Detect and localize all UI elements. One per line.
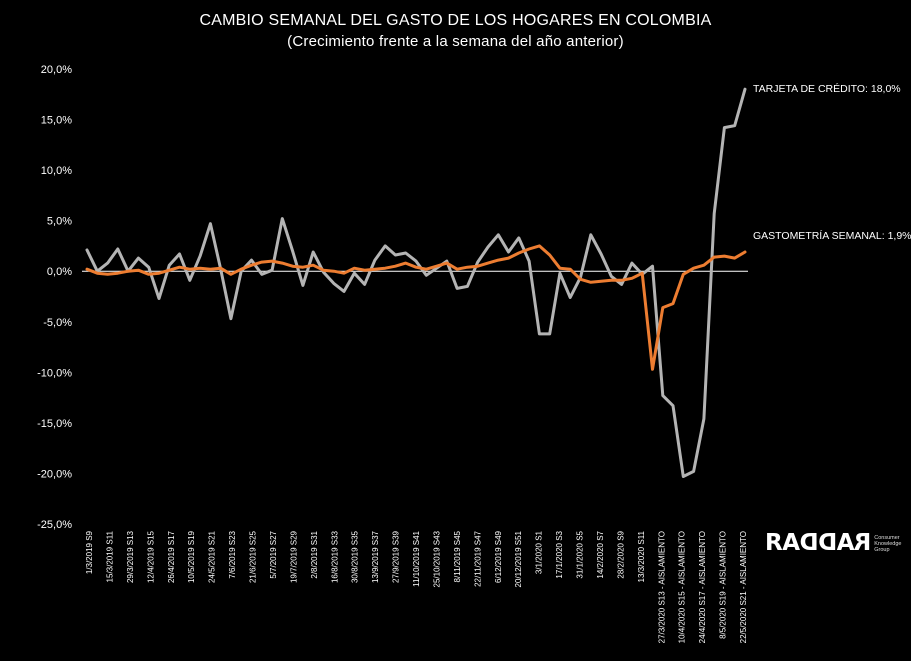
chart-subtitle: (Crecimiento frente a la semana del año … <box>287 33 624 50</box>
x-tick-label: 12/4/2019 S15 <box>146 530 155 583</box>
series-labels: TARJETA DE CRÉDITO: 18,0% GASTOMETRÍA SEM… <box>753 82 911 242</box>
plot-area <box>82 87 748 478</box>
x-tick-label: 5/7/2019 S27 <box>269 530 278 578</box>
x-tick-label: 27/3/2020 S13 - AISLAMIENTO <box>657 531 666 643</box>
x-tick-label: 27/9/2019 S39 <box>392 530 401 583</box>
y-tick-label: -25,0% <box>37 519 72 531</box>
x-tick-label: 31/1/2020 S5 <box>576 530 585 578</box>
series-label-tarjeta: TARJETA DE CRÉDITO: 18,0% <box>753 82 901 95</box>
logo-wordmark: RADDAR <box>765 530 872 556</box>
x-tick-label: 10/4/2020 S15 - AISLAMIENTO <box>678 531 687 643</box>
series-label-gastometria: GASTOMETRÍA SEMANAL: 1,9% <box>753 229 911 242</box>
x-tick-label: 7/6/2019 S23 <box>228 530 237 578</box>
y-tick-label: -10,0% <box>37 367 72 379</box>
logo-tagline: Consumer Knowledge Group <box>874 534 902 553</box>
x-tick-label: 24/4/2020 S17 - AISLAMIENTO <box>698 531 707 643</box>
x-tick-label: 19/7/2019 S29 <box>289 530 298 583</box>
x-tick-label: 20/12/2019 S51 <box>514 530 523 587</box>
x-tick-label: 2/8/2019 S31 <box>310 530 319 578</box>
y-tick-label: 20,0% <box>41 64 72 76</box>
x-tick-label: 13/9/2019 S37 <box>371 530 380 583</box>
x-tick-label: 11/10/2019 S41 <box>412 530 421 586</box>
y-tick-label: 15,0% <box>41 115 72 127</box>
x-tick-label: 22/11/2019 S47 <box>473 530 482 586</box>
y-axis: 20,0% 15,0% 10,0% 5,0% 0,0% -5,0% -10,0% -15,0%… <box>37 64 72 531</box>
x-tick-label: 26/4/2019 S17 <box>167 530 176 583</box>
y-tick-label: 0,0% <box>47 266 72 278</box>
series-line-tarjeta-de-credito <box>85 87 747 478</box>
x-tick-label: 24/5/2019 S21 <box>208 530 217 583</box>
raddar-logo: RADDAR Consumer Knowledge Group <box>765 530 902 556</box>
x-tick-label: 10/5/2019 S19 <box>187 530 196 583</box>
x-tick-label: 3/1/2020 S1 <box>535 530 544 574</box>
y-tick-label: -20,0% <box>37 468 72 480</box>
x-tick-label: 14/2/2020 S7 <box>596 530 605 578</box>
x-tick-label: 16/8/2019 S33 <box>330 530 339 583</box>
x-tick-label: 6/12/2019 S49 <box>494 530 503 583</box>
y-tick-label: 10,0% <box>41 165 72 177</box>
x-tick-label: 8/5/2020 S19 - AISLAMIENTO <box>719 531 728 639</box>
x-tick-label: 29/3/2019 S13 <box>126 530 135 583</box>
x-tick-label: 17/1/2020 S3 <box>555 530 564 578</box>
x-axis: 1/3/2019 S9 15/3/2019 S11 29/3/2019 S13 12/… <box>85 530 748 643</box>
y-tick-label: 5,0% <box>47 216 72 228</box>
x-tick-label: 8/11/2019 S45 <box>453 530 462 582</box>
x-tick-label: 28/2/2020 S9 <box>616 530 625 578</box>
series-line-gastometria-semanal <box>85 244 747 371</box>
chart-title: CAMBIO SEMANAL DEL GASTO DE LOS HOGARES … <box>199 12 712 29</box>
x-tick-label: 30/8/2019 S35 <box>351 530 360 583</box>
x-tick-label: 22/5/2020 S21 - AISLAMIENTO <box>739 531 748 643</box>
x-tick-label: 1/3/2019 S9 <box>85 530 94 574</box>
x-tick-label: 13/3/2020 S11 <box>637 530 646 582</box>
x-tick-label: 15/3/2019 S11 <box>105 530 114 582</box>
x-tick-label: 21/6/2019 S25 <box>249 530 258 583</box>
x-tick-label: 25/10/2019 S43 <box>432 530 441 587</box>
y-tick-label: -15,0% <box>37 418 72 430</box>
y-tick-label: -5,0% <box>43 317 72 329</box>
